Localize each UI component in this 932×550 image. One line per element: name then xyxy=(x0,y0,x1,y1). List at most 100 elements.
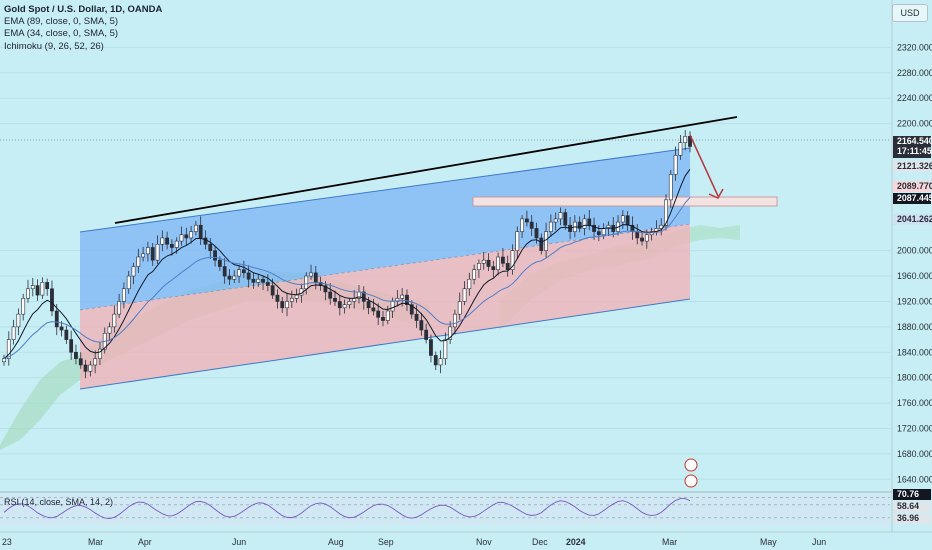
candle-body xyxy=(664,199,668,226)
channel-mid-line[interactable] xyxy=(79,223,691,311)
price-badge[interactable] xyxy=(893,214,931,225)
candle-body xyxy=(78,358,83,366)
candle-body xyxy=(548,221,553,232)
candle-body xyxy=(520,218,524,232)
candle-body xyxy=(294,294,299,299)
candle-body xyxy=(486,259,491,267)
candle-body xyxy=(35,285,40,296)
candle-body xyxy=(390,301,395,312)
trendline[interactable] xyxy=(114,116,738,224)
candle-body xyxy=(347,301,352,305)
time-tick-label: 23 xyxy=(2,537,12,547)
time-tick-label: Apr xyxy=(138,537,152,547)
projection-arrow[interactable] xyxy=(689,134,719,197)
candle-body xyxy=(270,285,275,296)
price-tick-label: 2000.000 xyxy=(897,246,932,256)
candle-body xyxy=(424,329,429,340)
channel-upper-zone[interactable] xyxy=(80,148,690,310)
candle-body xyxy=(237,269,241,277)
candle-body xyxy=(625,215,630,226)
price-badge[interactable] xyxy=(893,161,931,172)
time-tick-label: Dec xyxy=(532,537,548,547)
legend-ema-short[interactable]: EMA (34, close, 0, SMA, 5) xyxy=(4,28,119,40)
candle-body xyxy=(443,339,448,359)
price-tick-label: 1800.000 xyxy=(897,373,932,383)
candle-body xyxy=(515,231,520,251)
candle-body xyxy=(285,301,289,309)
candle-body xyxy=(64,329,69,340)
rsi-legend[interactable]: RSI (14, close, SMA, 14, 2) xyxy=(4,497,114,507)
price-badge[interactable] xyxy=(893,193,931,204)
candle-body xyxy=(136,256,141,267)
candle-body xyxy=(419,320,424,331)
candle-body xyxy=(16,313,21,328)
candle-body xyxy=(501,256,505,264)
candle-body xyxy=(184,234,189,239)
candle-body xyxy=(385,310,390,321)
price-badge[interactable] xyxy=(893,181,931,192)
candle-body xyxy=(481,259,486,264)
candle-body xyxy=(280,301,285,309)
candle-body xyxy=(659,224,664,229)
candle-body xyxy=(30,285,35,290)
candle-body xyxy=(88,364,93,372)
legend-ichimoku[interactable]: Ichimoku (9, 26, 52, 26) xyxy=(4,40,104,52)
candle-body xyxy=(457,301,462,315)
candle-body xyxy=(539,237,544,251)
price-tick-label: 2200.000 xyxy=(897,119,932,129)
candle-body xyxy=(342,304,347,309)
candle-body xyxy=(261,278,265,283)
rsi-level-label: 58.64 xyxy=(897,501,919,511)
candle-body xyxy=(150,247,155,261)
candle-body xyxy=(54,310,59,328)
ema-long-line[interactable] xyxy=(3,197,691,360)
time-tick-label: Nov xyxy=(476,537,492,547)
candle-body xyxy=(673,155,678,175)
candle-body xyxy=(275,294,280,302)
candle-body xyxy=(678,142,683,156)
time-tick-label: Jun xyxy=(812,537,826,547)
time-axis[interactable] xyxy=(0,532,932,550)
rsi-badge[interactable] xyxy=(893,501,931,512)
resistance-zone[interactable] xyxy=(472,196,778,207)
legend-ema-long[interactable]: EMA (89, close, 0, SMA, 5) xyxy=(4,16,119,28)
candle-body xyxy=(400,294,405,299)
candle-body xyxy=(529,221,534,229)
ema-short-line[interactable] xyxy=(3,168,691,359)
candle-body xyxy=(640,237,644,242)
lightning-icon[interactable] xyxy=(684,458,698,472)
candle-body xyxy=(189,231,193,239)
rsi-line[interactable] xyxy=(3,498,691,520)
price-badge-label: 2041.262 xyxy=(897,214,932,224)
candle-body xyxy=(11,326,16,340)
candle-body xyxy=(69,339,74,353)
candle-body xyxy=(558,212,563,220)
rsi-badge[interactable] xyxy=(893,489,931,500)
price-axis[interactable] xyxy=(892,0,932,550)
candle-body xyxy=(251,278,256,283)
candle-body xyxy=(534,228,539,239)
candle-body xyxy=(328,291,333,299)
rsi-badge[interactable] xyxy=(893,513,931,524)
price-badge-label: 2089.770 xyxy=(897,181,932,191)
channel-upper-line[interactable] xyxy=(79,147,691,233)
candle-body xyxy=(553,218,558,223)
candle-body xyxy=(333,297,337,302)
candle-body xyxy=(232,275,237,280)
channel-lower-zone[interactable] xyxy=(80,224,690,389)
candle-body xyxy=(93,358,98,366)
candle-body xyxy=(414,313,419,321)
currency-button[interactable]: USD xyxy=(892,4,928,22)
candle-body xyxy=(203,237,208,245)
channel-lower-line[interactable] xyxy=(79,298,691,390)
price-badge[interactable] xyxy=(893,136,931,158)
price-tick-label: 1720.000 xyxy=(897,423,932,433)
legend-title: Gold Spot / U.S. Dollar, 1D, OANDA xyxy=(4,4,163,15)
candle-body xyxy=(429,339,433,356)
flag-icon[interactable] xyxy=(684,474,698,488)
candle-body xyxy=(606,224,611,229)
candle-body xyxy=(467,278,472,290)
price-tick-label: 2280.000 xyxy=(897,68,932,78)
